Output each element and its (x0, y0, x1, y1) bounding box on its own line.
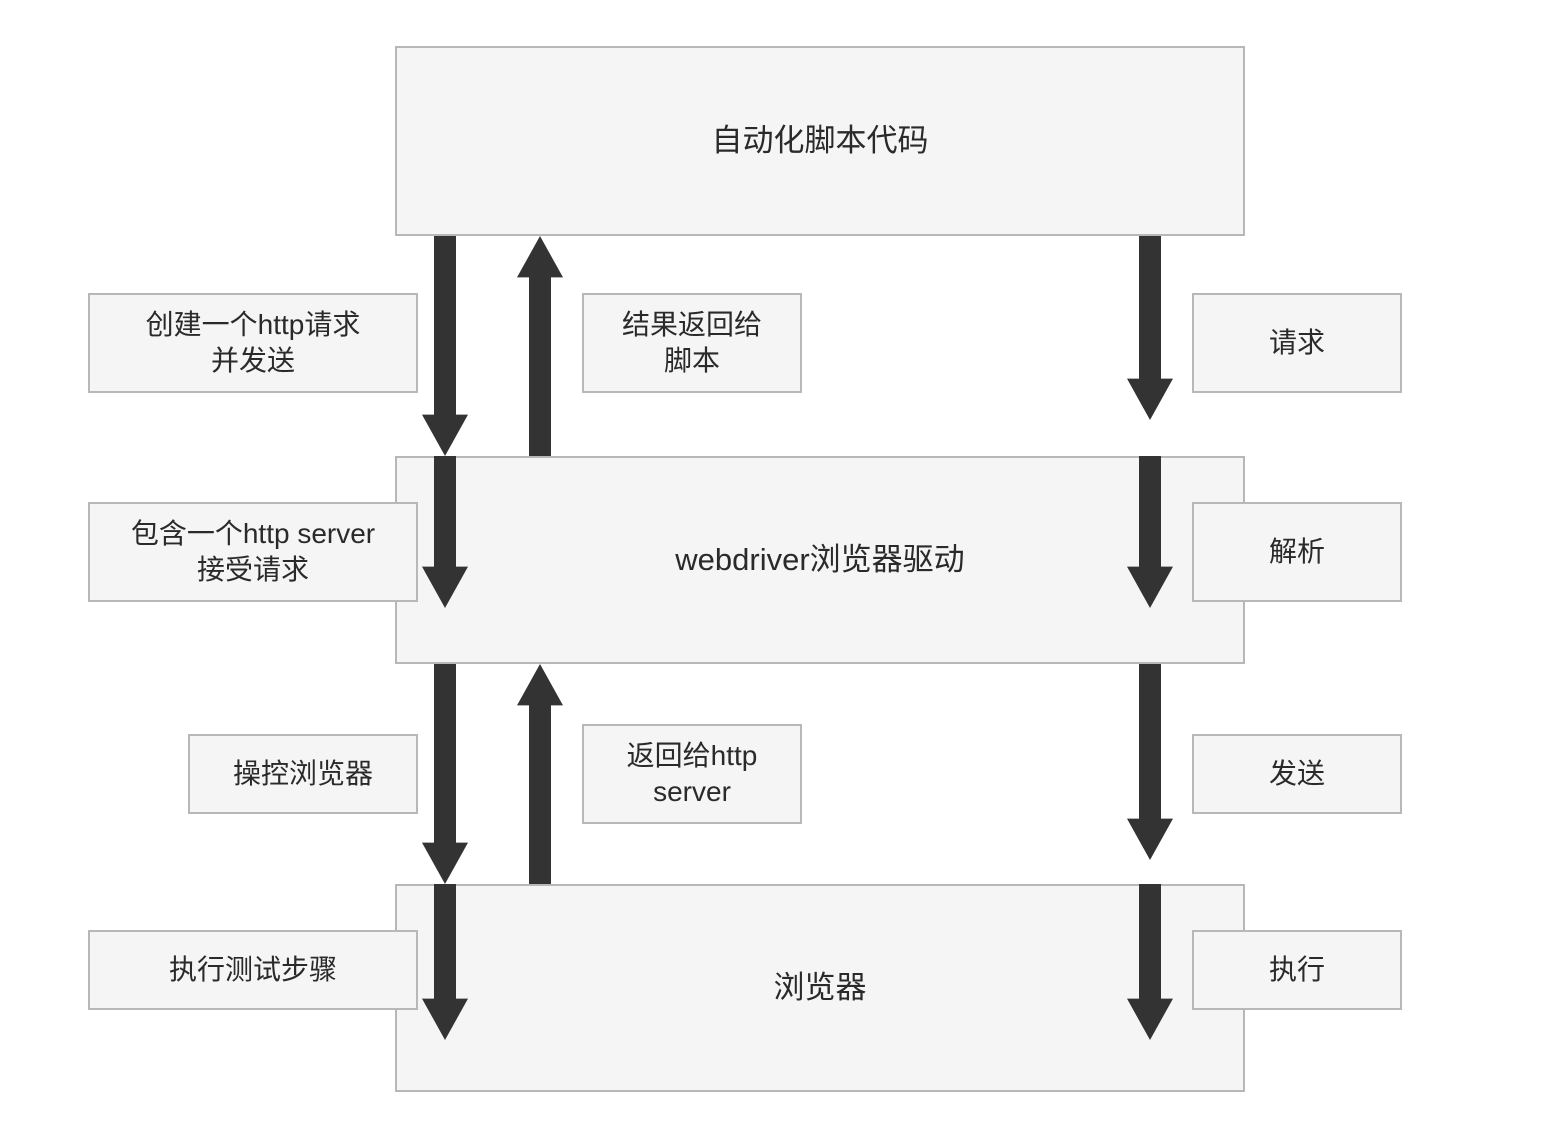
arrow-a2 (517, 236, 563, 456)
arrow-a8 (1127, 664, 1173, 860)
arrow-a3 (1127, 236, 1173, 420)
node-script: 自动化脚本代码 (395, 46, 1245, 236)
label-control-text: 操控浏览器 (233, 756, 373, 792)
node-webdriver: webdriver浏览器驱动 (395, 456, 1245, 664)
label-parse-text: 解析 (1269, 534, 1325, 570)
label-execute-text: 执行 (1269, 952, 1325, 988)
label-return-http: 返回给http server (582, 724, 802, 824)
label-http-server-text: 包含一个http server 接受请求 (131, 516, 375, 589)
label-request: 请求 (1192, 293, 1402, 393)
node-script-label: 自动化脚本代码 (712, 121, 929, 161)
arrow-a6 (422, 664, 468, 884)
label-execute: 执行 (1192, 930, 1402, 1010)
node-browser-label: 浏览器 (774, 968, 867, 1008)
label-return-http-text: 返回给http server (627, 738, 758, 811)
label-create-http: 创建一个http请求 并发送 (88, 293, 418, 393)
label-send: 发送 (1192, 734, 1402, 814)
label-http-server: 包含一个http server 接受请求 (88, 502, 418, 602)
label-return-script: 结果返回给 脚本 (582, 293, 802, 393)
label-send-text: 发送 (1269, 756, 1325, 792)
flowchart-canvas: 自动化脚本代码 webdriver浏览器驱动 浏览器 创建一个http请求 并发… (0, 0, 1542, 1122)
arrow-a7 (517, 664, 563, 884)
label-request-text: 请求 (1269, 325, 1325, 361)
label-execute-steps-text: 执行测试步骤 (169, 952, 337, 988)
label-execute-steps: 执行测试步骤 (88, 930, 418, 1010)
label-parse: 解析 (1192, 502, 1402, 602)
node-browser: 浏览器 (395, 884, 1245, 1092)
label-create-http-text: 创建一个http请求 并发送 (146, 307, 361, 380)
node-webdriver-label: webdriver浏览器驱动 (675, 540, 964, 580)
arrow-a1 (422, 236, 468, 456)
label-control: 操控浏览器 (188, 734, 418, 814)
label-return-script-text: 结果返回给 脚本 (622, 307, 762, 380)
